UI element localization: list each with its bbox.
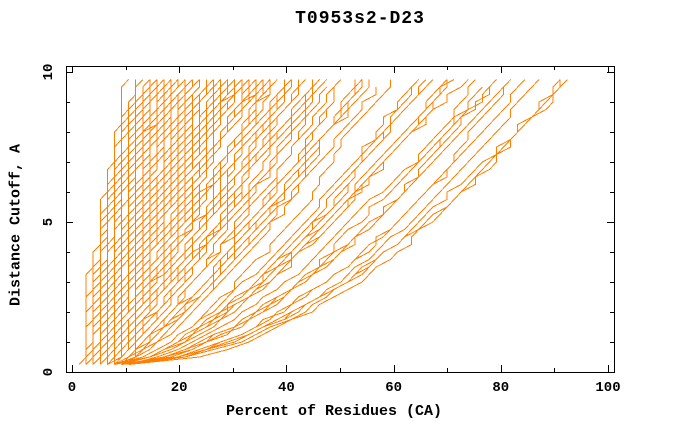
model-curve (99, 79, 221, 365)
model-curve (114, 79, 278, 365)
model-curve (114, 79, 250, 365)
model-curve (99, 79, 207, 365)
model-curve (107, 79, 257, 365)
model-curve (121, 79, 320, 365)
x-tick-label: 60 (385, 380, 402, 396)
x-tick-label: 80 (492, 380, 510, 396)
model-curve (99, 79, 193, 365)
model-curve (121, 79, 469, 365)
model-curve (107, 79, 292, 365)
model-curve (99, 79, 222, 365)
model-curve (99, 79, 236, 365)
model-curve (106, 79, 278, 365)
model-curve (107, 79, 292, 365)
chart-title: T0953s2-D23 (295, 9, 425, 29)
model-curve (121, 79, 427, 365)
x-tick-label: 20 (170, 380, 188, 396)
x-tick-label: 100 (595, 380, 621, 396)
model-curve (107, 79, 271, 365)
model-curve (128, 79, 526, 365)
model-curve (114, 79, 391, 365)
model-curve (128, 79, 561, 365)
model-curve (92, 79, 214, 365)
model-curve (78, 79, 144, 365)
model-curve (92, 79, 229, 365)
x-axis-title: Percent of Residues (CA) (225, 403, 443, 420)
model-curve (128, 79, 476, 365)
y-tick-label: 10 (41, 63, 57, 81)
model-curve (121, 87, 413, 365)
y-tick-label: 5 (41, 217, 57, 227)
x-tick-label: 0 (67, 380, 77, 396)
model-curve (128, 79, 561, 365)
model-curve (92, 79, 172, 365)
y-tick-label: 0 (41, 367, 57, 377)
model-curve (121, 79, 497, 365)
model-curve (99, 79, 243, 365)
x-tick-label: 40 (277, 380, 295, 396)
model-curve (121, 79, 540, 365)
model-curve (121, 87, 377, 365)
axes-frame (66, 66, 615, 373)
model-curve (92, 79, 200, 365)
model-curves (78, 79, 568, 365)
model-curve (92, 79, 229, 365)
model-curve (121, 79, 363, 365)
model-curve (92, 79, 214, 365)
model-curve (121, 79, 448, 365)
y-axis-title: Distance Cutoff, A (7, 143, 25, 307)
model-curve (128, 79, 512, 365)
